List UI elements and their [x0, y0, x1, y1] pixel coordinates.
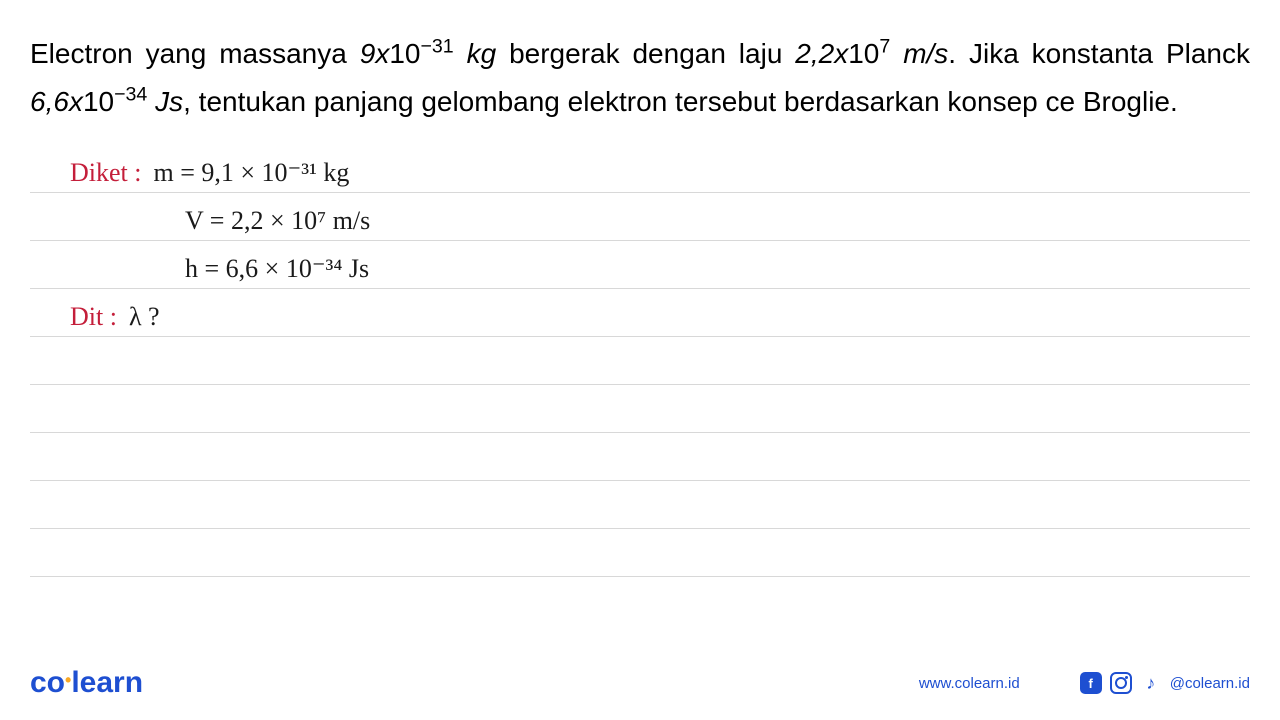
planck-base: 6,6: [30, 86, 69, 117]
q-part3: . Jika konstanta Planck: [948, 38, 1250, 69]
dit-content: λ ?: [129, 302, 160, 332]
line-velocity: V = 2,2 × 10⁷ m/s: [30, 193, 1250, 241]
website-url: www.colearn.id: [919, 675, 1020, 692]
vel-exp: 7: [879, 36, 890, 58]
line-dit: Dit : λ ?: [30, 289, 1250, 337]
empty-line: [30, 481, 1250, 529]
line-planck: h = 6,6 × 10⁻³⁴ Js: [30, 241, 1250, 289]
footer-right: www.colearn.id f ♪ @colearn.id: [919, 672, 1250, 694]
mass-base: 9: [360, 38, 376, 69]
q-part4: , tentukan panjang gelombang elektron te…: [183, 86, 1178, 117]
q-part1: Electron yang massanya: [30, 38, 360, 69]
planck-x: x: [69, 86, 83, 117]
q-part2: bergerak dengan laju: [496, 38, 795, 69]
logo-dot: •: [65, 670, 71, 690]
question-text: Electron yang massanya 9x10−31 kg berger…: [30, 30, 1250, 125]
dit-label: Dit :: [70, 302, 117, 332]
line-diket: Diket : m = 9,1 × 10⁻³¹ kg: [30, 145, 1250, 193]
mass-x: x: [375, 38, 389, 69]
diket-vel: V = 2,2 × 10⁷ m/s: [185, 206, 370, 236]
social-handle: @colearn.id: [1170, 675, 1250, 692]
planck-unit: Js: [147, 86, 183, 117]
mass-unit: kg: [454, 38, 496, 69]
vel-unit: m/s: [890, 38, 948, 69]
mass-ten: 10: [389, 38, 420, 69]
instagram-icon: [1110, 672, 1132, 694]
vel-base: 2,2: [795, 38, 834, 69]
logo-co: co: [30, 666, 65, 699]
vel-ten: 10: [848, 38, 879, 69]
planck-ten: 10: [83, 86, 114, 117]
empty-line: [30, 337, 1250, 385]
tiktok-icon: ♪: [1140, 672, 1162, 694]
vel-x: x: [834, 38, 848, 69]
empty-line: [30, 385, 1250, 433]
footer: co•learn www.colearn.id f ♪ @colearn.id: [30, 666, 1250, 700]
facebook-icon: f: [1080, 672, 1102, 694]
diket-h: h = 6,6 × 10⁻³⁴ Js: [185, 254, 369, 284]
notebook-area: Diket : m = 9,1 × 10⁻³¹ kg V = 2,2 × 10⁷…: [30, 145, 1250, 577]
logo-learn: learn: [71, 666, 143, 699]
social-links: f ♪ @colearn.id: [1080, 672, 1250, 694]
empty-line: [30, 529, 1250, 577]
empty-line: [30, 433, 1250, 481]
mass-exp: −31: [420, 36, 453, 58]
planck-exp: −34: [114, 83, 147, 105]
colearn-logo: co•learn: [30, 666, 143, 700]
diket-mass: m = 9,1 × 10⁻³¹ kg: [154, 158, 350, 188]
diket-label: Diket :: [70, 158, 142, 188]
